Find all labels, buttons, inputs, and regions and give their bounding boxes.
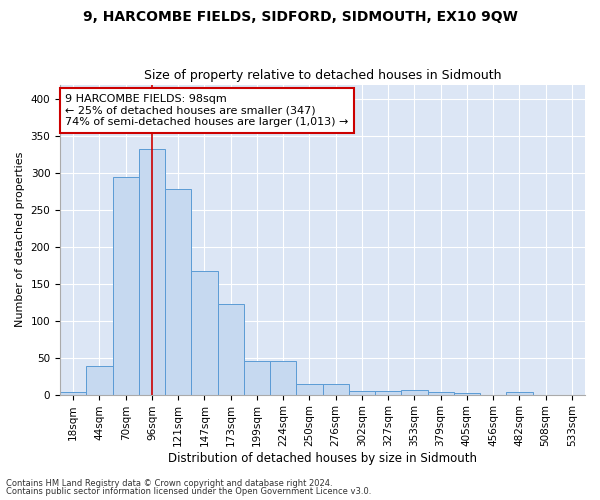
- Bar: [349, 391, 375, 394]
- Bar: [454, 393, 480, 394]
- Bar: [191, 272, 218, 394]
- Bar: [323, 384, 349, 394]
- Bar: [218, 304, 244, 394]
- Text: 9, HARCOMBE FIELDS, SIDFORD, SIDMOUTH, EX10 9QW: 9, HARCOMBE FIELDS, SIDFORD, SIDMOUTH, E…: [83, 10, 517, 24]
- Bar: [506, 392, 533, 394]
- Bar: [244, 362, 270, 394]
- Bar: [375, 391, 401, 394]
- Bar: [296, 384, 323, 394]
- Title: Size of property relative to detached houses in Sidmouth: Size of property relative to detached ho…: [144, 69, 501, 82]
- Text: 9 HARCOMBE FIELDS: 98sqm
← 25% of detached houses are smaller (347)
74% of semi-: 9 HARCOMBE FIELDS: 98sqm ← 25% of detach…: [65, 94, 349, 127]
- Bar: [270, 360, 296, 394]
- Bar: [401, 390, 428, 394]
- Bar: [139, 149, 165, 394]
- Text: Contains HM Land Registry data © Crown copyright and database right 2024.: Contains HM Land Registry data © Crown c…: [6, 478, 332, 488]
- Y-axis label: Number of detached properties: Number of detached properties: [15, 152, 25, 328]
- Bar: [60, 392, 86, 394]
- Text: Contains public sector information licensed under the Open Government Licence v3: Contains public sector information licen…: [6, 487, 371, 496]
- Bar: [165, 190, 191, 394]
- Bar: [86, 366, 113, 394]
- Bar: [428, 392, 454, 394]
- X-axis label: Distribution of detached houses by size in Sidmouth: Distribution of detached houses by size …: [168, 452, 477, 465]
- Bar: [113, 177, 139, 394]
